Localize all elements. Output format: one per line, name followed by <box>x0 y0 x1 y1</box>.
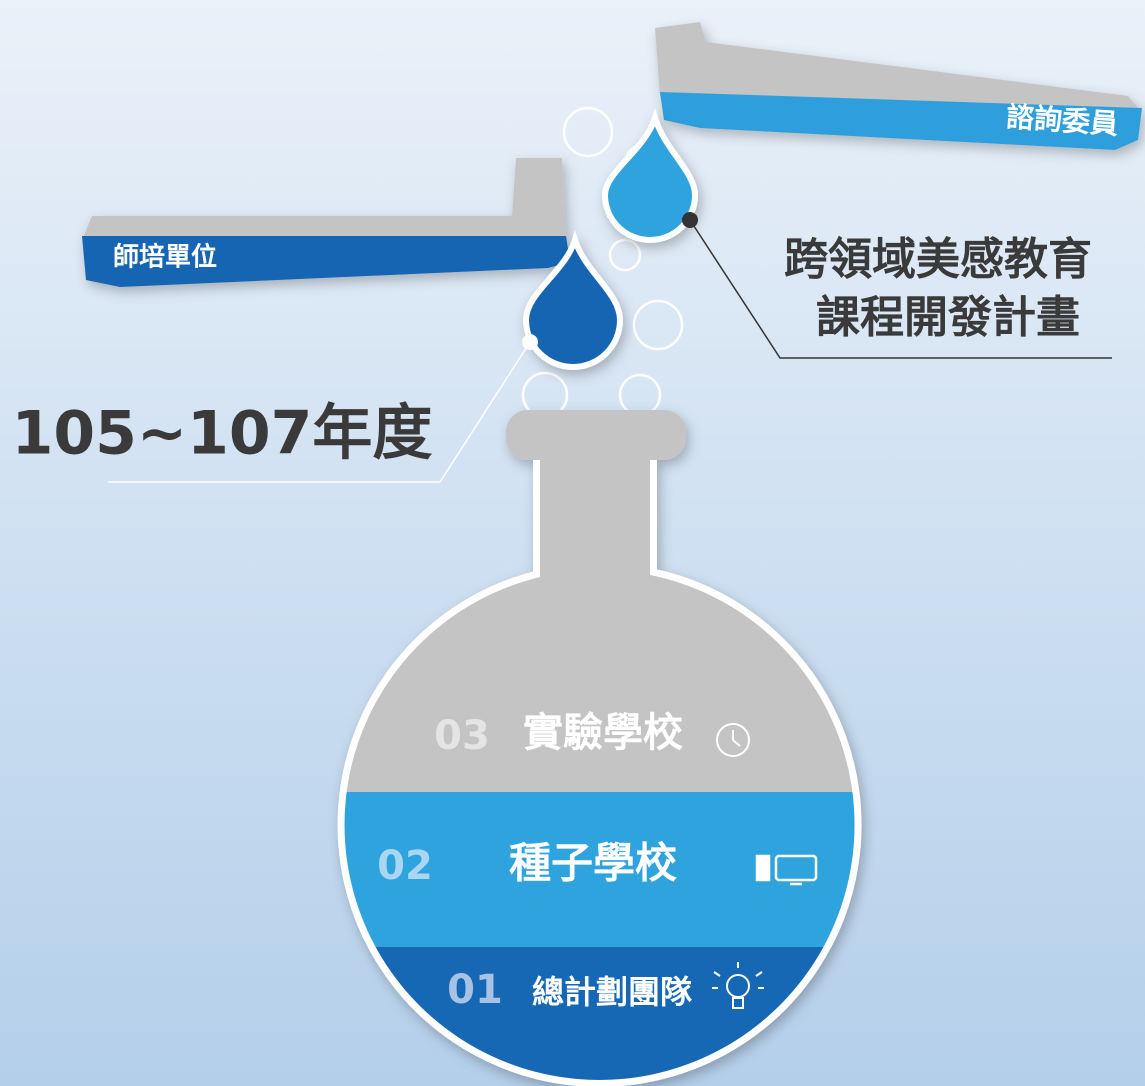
callout-line <box>108 341 531 483</box>
level-number: 01 <box>447 967 503 1013</box>
callout-dot <box>522 334 538 350</box>
level-label: 種子學校 <box>509 839 677 888</box>
tube-right <box>655 22 1142 150</box>
project-title: 課程開發計畫 <box>816 292 1080 343</box>
tube-label: 諮詢委員 <box>1005 100 1119 141</box>
bulb-icon <box>712 962 764 1009</box>
callout-line <box>689 219 1112 359</box>
level-number: 02 <box>377 843 433 889</box>
period: 105~107年度 <box>12 399 433 469</box>
level-number: 03 <box>434 713 490 759</box>
callout-dot <box>682 212 698 228</box>
drop <box>601 107 699 243</box>
project-title: 跨領域美感教育 <box>784 234 1092 285</box>
computer-icon <box>755 854 818 886</box>
drop <box>522 229 624 370</box>
clock-icon <box>716 723 750 757</box>
level-label: 總計劃團隊 <box>532 973 692 1011</box>
level-label: 實驗學校 <box>523 710 683 756</box>
flask <box>337 410 862 1086</box>
tube-left <box>82 158 570 287</box>
tube-label: 師培單位 <box>113 242 217 273</box>
